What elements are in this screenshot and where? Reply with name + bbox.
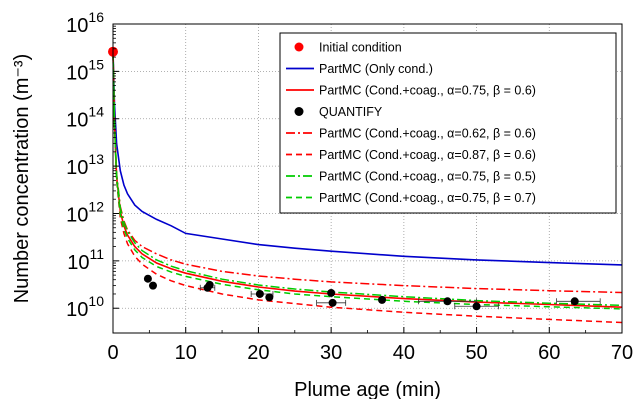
legend-marker: [294, 107, 304, 116]
axis-ticks: 0 10 20 30 40 50 60 70 1010 1011 1012 1013 1014 1015 1…: [66, 9, 633, 364]
quantify-point: [265, 293, 274, 302]
quantify-point: [472, 302, 481, 311]
legend-label: Initial condition: [319, 41, 402, 55]
y-axis-title: Number concentration (m⁻³): [11, 54, 33, 304]
y-tick-label: 1015: [66, 56, 104, 84]
quantify-point: [255, 289, 264, 298]
quantify-point: [378, 295, 387, 304]
y-tick-label: 1014: [66, 104, 104, 132]
x-tick-label: 40: [393, 342, 415, 364]
quantify-point: [205, 280, 214, 289]
quantify-point: [570, 297, 579, 306]
legend-label: PartMC (Cond.+coag., α=0.75, β = 0.5): [319, 170, 536, 184]
quantify-point: [143, 274, 152, 283]
legend-marker: [294, 42, 304, 52]
x-tick-label: 20: [247, 342, 269, 364]
legend-label: PartMC (Cond.+coag., α=0.75, β = 0.7): [319, 191, 536, 205]
quantify-point: [327, 288, 336, 297]
y-tick-label: 1012: [66, 198, 104, 226]
series-line: [112, 51, 623, 324]
y-tick-label: 1011: [67, 246, 104, 274]
quantify-point: [148, 281, 157, 290]
x-tick-label: 10: [175, 342, 197, 364]
quantify-point: [443, 297, 452, 306]
legend-label: PartMC (Cond.+coag., α=0.62, β = 0.6): [319, 127, 536, 141]
legend: Initial condition PartMC (Only cond.) Part…: [279, 32, 617, 214]
legend-label: PartMC (Cond.+coag., α=0.75, β = 0.6): [319, 84, 536, 98]
x-axis-title: Plume age (min): [294, 379, 441, 399]
legend-label: QUANTIFY: [319, 105, 383, 119]
legend-label: PartMC (Only cond.): [319, 62, 433, 76]
series-line: [112, 51, 623, 307]
legend-label: PartMC (Cond.+coag., α=0.87, β = 0.6): [319, 148, 536, 162]
x-tick-label: 50: [465, 342, 487, 364]
y-tick-label: 1016: [66, 9, 104, 37]
legend-box: [279, 32, 617, 214]
series-line: [112, 51, 623, 310]
data-points: [108, 46, 601, 311]
series-lines: [112, 51, 623, 324]
x-tick-label: 70: [611, 342, 633, 364]
y-tick-label: 1010: [66, 293, 104, 321]
x-tick-label: 30: [320, 342, 342, 364]
series-line: [112, 51, 623, 266]
x-tick-label: 0: [107, 342, 118, 364]
x-tick-label: 60: [538, 342, 560, 364]
quantify-point: [328, 298, 337, 307]
y-tick-label: 1013: [66, 151, 104, 179]
